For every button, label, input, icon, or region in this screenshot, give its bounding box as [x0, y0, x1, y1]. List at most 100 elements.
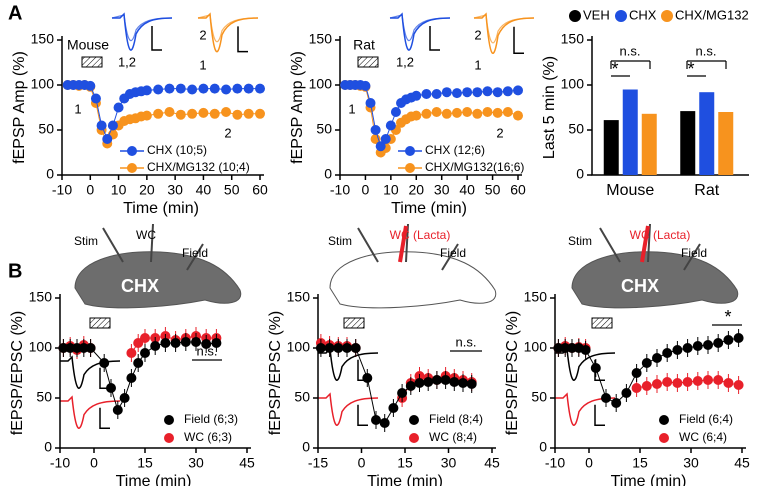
legend-marker [164, 415, 174, 425]
annotation: Stim [74, 234, 98, 248]
x-axis-label: Time (min) [123, 200, 199, 217]
legend-label: CHX (10;5) [147, 143, 207, 157]
x-tick-label: 60 [252, 182, 268, 198]
point [421, 89, 432, 99]
point [102, 134, 113, 144]
x-tick-label: 15 [632, 455, 648, 471]
inset-trace [198, 12, 259, 53]
drug-bar [89, 317, 111, 329]
y-tick-label: 150 [524, 289, 548, 305]
y-tick-label: 150 [561, 31, 585, 47]
point [672, 345, 683, 355]
x-tick-label: 60 [510, 182, 526, 198]
annotation: Rat [353, 37, 375, 53]
y-tick-label: 100 [287, 339, 311, 355]
scale-bar [513, 26, 524, 54]
point [733, 380, 744, 390]
legend-label: CHX [629, 7, 657, 22]
point [611, 398, 622, 408]
x-tick-label: 45 [239, 455, 255, 471]
y-tick-label: 0 [539, 439, 547, 455]
bar [641, 113, 657, 175]
point [672, 378, 683, 388]
legend-marker [659, 433, 669, 443]
inset-trace [474, 12, 535, 55]
point [221, 107, 232, 117]
inset-trace [389, 14, 451, 42]
point [141, 110, 152, 121]
legend-marker [615, 10, 627, 22]
point [119, 393, 130, 403]
point [423, 377, 434, 387]
annotation: n.s. [197, 343, 218, 358]
legend-marker [409, 415, 419, 425]
point [201, 339, 212, 349]
inset-trace [473, 14, 535, 44]
point [692, 341, 703, 351]
point [388, 403, 399, 413]
point [153, 84, 164, 95]
point [333, 343, 344, 353]
legend-label: WC (6;3) [184, 430, 232, 444]
legend-marker [127, 163, 137, 173]
y-axis-label: fEPSP Amp (%) [289, 51, 306, 164]
scale-bar [151, 26, 162, 51]
point [482, 86, 493, 97]
point [370, 125, 381, 135]
point [431, 107, 442, 117]
y-axis-label: fEPSP/EPSC (%) [267, 311, 284, 435]
point [631, 383, 642, 393]
point [85, 343, 96, 353]
point [692, 376, 703, 386]
point [411, 90, 422, 101]
x-tick-label: 10 [111, 182, 127, 198]
point [682, 377, 693, 387]
annotation: 1 [199, 57, 206, 72]
drug-bar [591, 317, 613, 329]
y-tick-label: 0 [46, 166, 54, 182]
point [682, 343, 693, 353]
scale-bar [237, 26, 248, 53]
inset-trace [111, 14, 173, 42]
point [99, 358, 110, 368]
x-tick-label: 15 [397, 455, 413, 471]
x-tick-label: 50 [224, 182, 240, 198]
drug-bar [343, 317, 365, 329]
point [441, 108, 452, 119]
scale-bar [429, 26, 440, 51]
point [472, 87, 483, 98]
annotation: Field [440, 246, 466, 260]
point [397, 388, 408, 398]
y-tick-label: 50 [568, 121, 584, 137]
point [440, 375, 451, 385]
point [90, 93, 101, 104]
point [209, 83, 220, 94]
point [472, 108, 483, 119]
x-tick-label: 15 [137, 455, 153, 471]
point [164, 107, 175, 117]
pipette [357, 223, 459, 271]
point [365, 98, 376, 108]
y-axis-label: fEPSP/EPSC (%) [504, 311, 521, 435]
point [141, 85, 152, 96]
point [107, 120, 118, 131]
annotation: 1,2 [118, 54, 136, 69]
x-tick-label: -10 [545, 455, 565, 471]
x-tick-label: 20 [139, 182, 155, 198]
y-tick-label: 0 [324, 166, 332, 182]
drug-bar [81, 56, 103, 68]
point [421, 108, 432, 119]
point [502, 107, 513, 117]
annotation: Mouse [67, 37, 109, 53]
point [180, 337, 191, 347]
x-tick-label: 30 [188, 455, 204, 471]
point [380, 134, 391, 144]
x-tick-label: 30 [441, 455, 457, 471]
legend-label: VEH [583, 7, 610, 22]
y-axis-label: Last 5 min (%) [541, 56, 558, 159]
legend-label: Field (6;3) [184, 412, 238, 426]
legend-label: Field (8;4) [429, 412, 483, 426]
point [621, 388, 632, 398]
legend-label: CHX (12;6) [425, 143, 485, 157]
